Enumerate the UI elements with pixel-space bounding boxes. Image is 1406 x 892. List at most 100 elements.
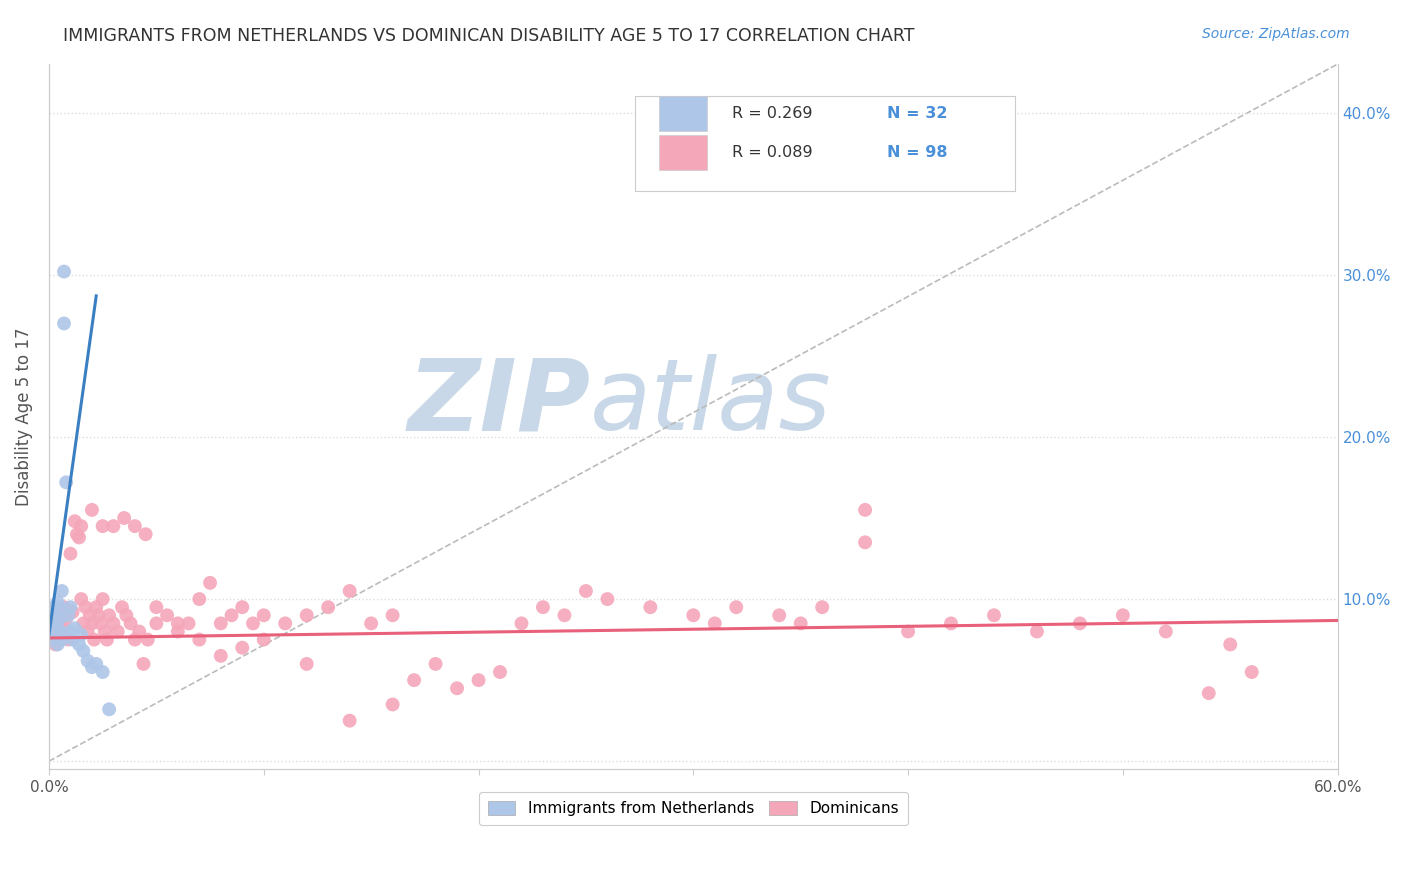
Point bbox=[221, 608, 243, 623]
Point bbox=[145, 600, 167, 615]
Point bbox=[91, 665, 114, 679]
Text: N = 32: N = 32 bbox=[887, 106, 948, 121]
Point bbox=[80, 616, 103, 631]
Point bbox=[188, 592, 211, 607]
FancyBboxPatch shape bbox=[658, 135, 707, 169]
Point bbox=[46, 637, 69, 651]
Point bbox=[39, 632, 62, 647]
Point bbox=[67, 637, 90, 651]
Point bbox=[510, 616, 533, 631]
Point bbox=[682, 608, 704, 623]
Point bbox=[939, 616, 962, 631]
Point bbox=[55, 475, 77, 490]
Point bbox=[94, 624, 117, 639]
Point bbox=[1240, 665, 1263, 679]
Point bbox=[48, 608, 70, 623]
Point bbox=[75, 600, 97, 615]
Point bbox=[725, 600, 748, 615]
Point bbox=[295, 657, 318, 671]
Point bbox=[84, 657, 107, 671]
Point bbox=[87, 608, 110, 623]
Point bbox=[98, 608, 121, 623]
Point bbox=[55, 611, 77, 625]
Text: R = 0.269: R = 0.269 bbox=[733, 106, 813, 121]
Point bbox=[145, 616, 167, 631]
Point bbox=[253, 608, 276, 623]
Point bbox=[48, 611, 70, 625]
Point bbox=[44, 616, 66, 631]
Text: N = 98: N = 98 bbox=[887, 145, 948, 160]
Point bbox=[124, 632, 146, 647]
Point bbox=[51, 632, 73, 647]
Point bbox=[53, 600, 76, 615]
Point bbox=[58, 632, 80, 647]
Text: R = 0.089: R = 0.089 bbox=[733, 145, 813, 160]
Point bbox=[135, 527, 157, 541]
Point bbox=[231, 600, 253, 615]
Point bbox=[62, 605, 84, 619]
Point bbox=[91, 592, 114, 607]
Point bbox=[80, 503, 103, 517]
Point bbox=[1154, 624, 1177, 639]
Point bbox=[295, 608, 318, 623]
Point bbox=[575, 584, 598, 599]
Point bbox=[80, 660, 103, 674]
Point bbox=[596, 592, 619, 607]
Point bbox=[316, 600, 339, 615]
Legend: Immigrants from Netherlands, Dominicans: Immigrants from Netherlands, Dominicans bbox=[479, 792, 908, 825]
Point bbox=[489, 665, 512, 679]
Point bbox=[1026, 624, 1049, 639]
Point bbox=[76, 624, 98, 639]
Point bbox=[381, 698, 404, 712]
Point bbox=[467, 673, 489, 687]
Point bbox=[58, 608, 80, 623]
Point bbox=[70, 628, 93, 642]
Point bbox=[339, 584, 361, 599]
Point bbox=[84, 600, 107, 615]
Point bbox=[789, 616, 811, 631]
Point bbox=[983, 608, 1005, 623]
Point bbox=[53, 317, 76, 331]
Point bbox=[198, 575, 221, 590]
Point bbox=[46, 621, 69, 635]
Point bbox=[76, 654, 98, 668]
Point bbox=[242, 616, 264, 631]
Point bbox=[853, 503, 876, 517]
Point bbox=[425, 657, 447, 671]
Point bbox=[124, 519, 146, 533]
Point bbox=[96, 632, 118, 647]
Point bbox=[89, 616, 111, 631]
Point bbox=[132, 657, 155, 671]
Point bbox=[166, 616, 188, 631]
Point bbox=[42, 605, 65, 619]
Point bbox=[59, 600, 82, 615]
Point bbox=[897, 624, 920, 639]
Point bbox=[553, 608, 575, 623]
Point bbox=[1219, 637, 1241, 651]
Point bbox=[339, 714, 361, 728]
Point bbox=[72, 644, 94, 658]
Point bbox=[274, 616, 297, 631]
Point bbox=[46, 595, 69, 609]
Point bbox=[51, 584, 73, 599]
Point bbox=[44, 637, 66, 651]
Point bbox=[166, 624, 188, 639]
Text: ZIP: ZIP bbox=[408, 354, 591, 451]
Point bbox=[404, 673, 426, 687]
Point bbox=[44, 608, 66, 623]
Point bbox=[768, 608, 790, 623]
Point bbox=[70, 519, 93, 533]
Point bbox=[115, 608, 138, 623]
Point bbox=[1069, 616, 1091, 631]
Point bbox=[381, 608, 404, 623]
Point bbox=[531, 600, 554, 615]
Point bbox=[63, 621, 86, 635]
Point bbox=[39, 611, 62, 625]
Point bbox=[51, 621, 73, 635]
FancyBboxPatch shape bbox=[658, 96, 707, 131]
Point bbox=[42, 600, 65, 615]
Point bbox=[209, 648, 232, 663]
Point bbox=[44, 628, 66, 642]
Point bbox=[63, 514, 86, 528]
Point bbox=[136, 632, 159, 647]
